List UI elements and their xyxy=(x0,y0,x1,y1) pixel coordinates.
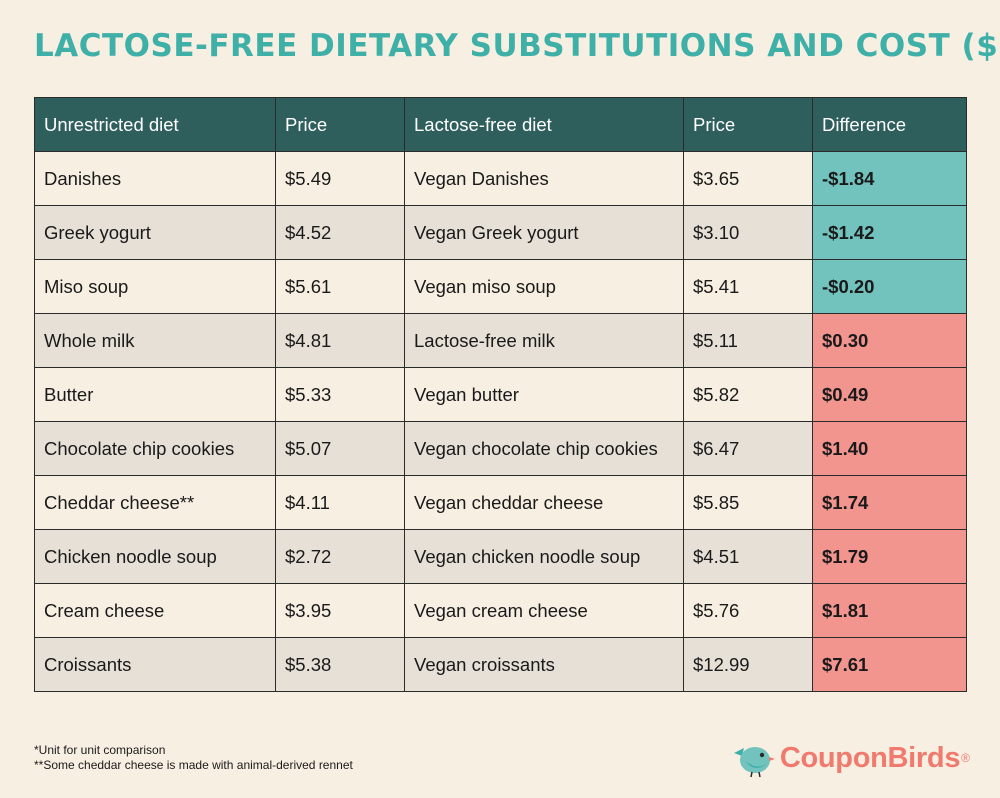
difference-value: $0.49 xyxy=(812,367,967,422)
table-row: Danishes $5.49 Vegan Danishes $3.65 -$1.… xyxy=(34,151,967,206)
unrestricted-item: Greek yogurt xyxy=(34,205,276,260)
footnote-cheddar-rennet: **Some cheddar cheese is made with anima… xyxy=(34,758,353,772)
bird-logo-icon xyxy=(733,747,775,778)
table-row: Chocolate chip cookies $5.07 Vegan choco… xyxy=(34,421,967,476)
unrestricted-price: $5.07 xyxy=(275,421,405,476)
brand-name: CouponBirds xyxy=(779,741,961,774)
unrestricted-item: Butter xyxy=(34,367,276,422)
table-row: Whole milk $4.81 Lactose-free milk $5.11… xyxy=(34,313,967,368)
difference-value: $1.79 xyxy=(812,529,967,584)
table-row: Cheddar cheese** $4.11 Vegan cheddar che… xyxy=(34,475,967,530)
unrestricted-item: Cream cheese xyxy=(34,583,276,638)
difference-value: -$1.84 xyxy=(812,151,967,206)
lactose-free-item: Vegan cheddar cheese xyxy=(404,475,684,530)
header-price-lactose-free: Price xyxy=(683,97,813,152)
unrestricted-price: $3.95 xyxy=(275,583,405,638)
brand-logo: CouponBirds ® xyxy=(732,738,970,778)
unrestricted-price: $2.72 xyxy=(275,529,405,584)
header-difference: Difference xyxy=(812,97,967,152)
lactose-free-item: Vegan croissants xyxy=(404,637,684,692)
lactose-free-price: $3.65 xyxy=(683,151,813,206)
lactose-free-price: $3.10 xyxy=(683,205,813,260)
lactose-free-price: $5.85 xyxy=(683,475,813,530)
footnote-unit-comparison: *Unit for unit comparison xyxy=(34,743,166,757)
difference-value: $1.81 xyxy=(812,583,967,638)
lactose-free-price: $5.82 xyxy=(683,367,813,422)
difference-value: $1.40 xyxy=(812,421,967,476)
table-row: Croissants $5.38 Vegan croissants $12.99… xyxy=(34,637,967,692)
unrestricted-item: Miso soup xyxy=(34,259,276,314)
lactose-free-item: Vegan butter xyxy=(404,367,684,422)
table-row: Butter $5.33 Vegan butter $5.82 $0.49 xyxy=(34,367,967,422)
substitution-table: Unrestricted diet Price Lactose-free die… xyxy=(34,97,967,692)
unrestricted-price: $5.33 xyxy=(275,367,405,422)
lactose-free-item: Vegan Greek yogurt xyxy=(404,205,684,260)
difference-value: $1.74 xyxy=(812,475,967,530)
unrestricted-item: Croissants xyxy=(34,637,276,692)
lactose-free-item: Vegan miso soup xyxy=(404,259,684,314)
unrestricted-price: $5.49 xyxy=(275,151,405,206)
lactose-free-price: $6.47 xyxy=(683,421,813,476)
unrestricted-price: $4.81 xyxy=(275,313,405,368)
lactose-free-price: $5.76 xyxy=(683,583,813,638)
lactose-free-price: $5.11 xyxy=(683,313,813,368)
difference-value: -$1.42 xyxy=(812,205,967,260)
difference-value: -$0.20 xyxy=(812,259,967,314)
table-row: Greek yogurt $4.52 Vegan Greek yogurt $3… xyxy=(34,205,967,260)
unrestricted-price: $5.38 xyxy=(275,637,405,692)
unrestricted-item: Chicken noodle soup xyxy=(34,529,276,584)
header-unrestricted-diet: Unrestricted diet xyxy=(34,97,276,152)
difference-value: $0.30 xyxy=(812,313,967,368)
lactose-free-price: $5.41 xyxy=(683,259,813,314)
unrestricted-item: Danishes xyxy=(34,151,276,206)
unrestricted-item: Chocolate chip cookies xyxy=(34,421,276,476)
lactose-free-price: $4.51 xyxy=(683,529,813,584)
footnotes: *Unit for unit comparison **Some cheddar… xyxy=(34,743,353,773)
header-lactose-free-diet: Lactose-free diet xyxy=(404,97,684,152)
lactose-free-price: $12.99 xyxy=(683,637,813,692)
unrestricted-item: Cheddar cheese** xyxy=(34,475,276,530)
unrestricted-price: $4.52 xyxy=(275,205,405,260)
unrestricted-item: Whole milk xyxy=(34,313,276,368)
lactose-free-item: Vegan chicken noodle soup xyxy=(404,529,684,584)
registered-mark: ® xyxy=(961,751,970,765)
difference-value: $7.61 xyxy=(812,637,967,692)
header-price-unrestricted: Price xyxy=(275,97,405,152)
unrestricted-price: $5.61 xyxy=(275,259,405,314)
table-header-row: Unrestricted diet Price Lactose-free die… xyxy=(34,97,967,152)
table-row: Chicken noodle soup $2.72 Vegan chicken … xyxy=(34,529,967,584)
lactose-free-item: Vegan Danishes xyxy=(404,151,684,206)
table-row: Miso soup $5.61 Vegan miso soup $5.41 -$… xyxy=(34,259,967,314)
lactose-free-item: Lactose-free milk xyxy=(404,313,684,368)
table-row: Cream cheese $3.95 Vegan cream cheese $5… xyxy=(34,583,967,638)
lactose-free-item: Vegan cream cheese xyxy=(404,583,684,638)
unrestricted-price: $4.11 xyxy=(275,475,405,530)
page-title: LACTOSE-FREE DIETARY SUBSTITUTIONS AND C… xyxy=(34,28,1000,64)
lactose-free-item: Vegan chocolate chip cookies xyxy=(404,421,684,476)
